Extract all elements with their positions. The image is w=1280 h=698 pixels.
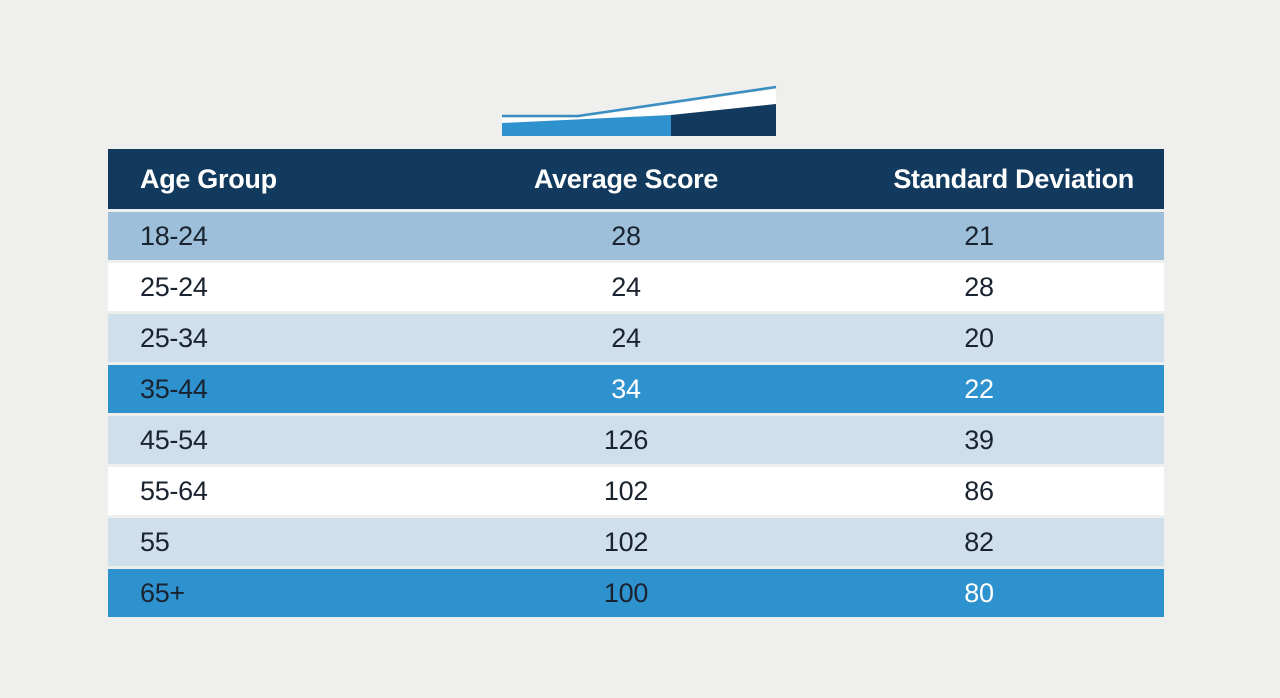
- table-row-highlighted: 65+ 100 80: [108, 569, 1164, 617]
- header-age-group: Age Group: [140, 163, 277, 194]
- table-header-row: Age Group Average Score Standard Deviati…: [108, 149, 1164, 209]
- age-group-cell: 25-34: [140, 322, 208, 353]
- average-score-cell: 28: [611, 220, 641, 251]
- average-score-cell: 100: [603, 577, 649, 608]
- std-dev-cell: 22: [964, 373, 994, 404]
- age-group-cell: 25-24: [140, 271, 208, 302]
- table-row: 55 102 82: [108, 518, 1164, 566]
- age-group-cell: 55-64: [140, 475, 208, 506]
- average-score-cell: 102: [603, 475, 649, 506]
- std-dev-cell: 82: [964, 526, 994, 557]
- age-group-cell: 45-54: [140, 424, 208, 455]
- rising-area-chart-icon: [502, 85, 777, 136]
- std-dev-cell: 28: [964, 271, 994, 302]
- statistics-table: Age Group Average Score Standard Deviati…: [108, 149, 1164, 617]
- age-group-cell: 55: [140, 526, 170, 557]
- age-group-cell: 18-24: [140, 220, 208, 251]
- table-row: 18-24 28 21: [108, 212, 1164, 260]
- header-standard-deviation: Standard Deviation: [893, 163, 1134, 194]
- age-group-cell: 65+: [140, 577, 185, 608]
- std-dev-cell: 39: [964, 424, 994, 455]
- std-dev-cell: 21: [964, 220, 994, 251]
- std-dev-cell: 80: [964, 577, 994, 608]
- table-row: 55-64 102 86: [108, 467, 1164, 515]
- table-row: 25-34 24 20: [108, 314, 1164, 362]
- table-row: 25-24 24 28: [108, 263, 1164, 311]
- std-dev-cell: 20: [964, 322, 994, 353]
- average-score-cell: 34: [611, 373, 641, 404]
- average-score-cell: 126: [603, 424, 649, 455]
- average-score-cell: 24: [611, 322, 641, 353]
- average-score-cell: 102: [603, 526, 649, 557]
- table-row: 45-54 126 39: [108, 416, 1164, 464]
- average-score-cell: 24: [611, 271, 641, 302]
- header-average-score: Average Score: [533, 163, 719, 194]
- table-row-highlighted: 35-44 34 22: [108, 365, 1164, 413]
- std-dev-cell: 86: [964, 475, 994, 506]
- age-group-cell: 35-44: [140, 373, 208, 404]
